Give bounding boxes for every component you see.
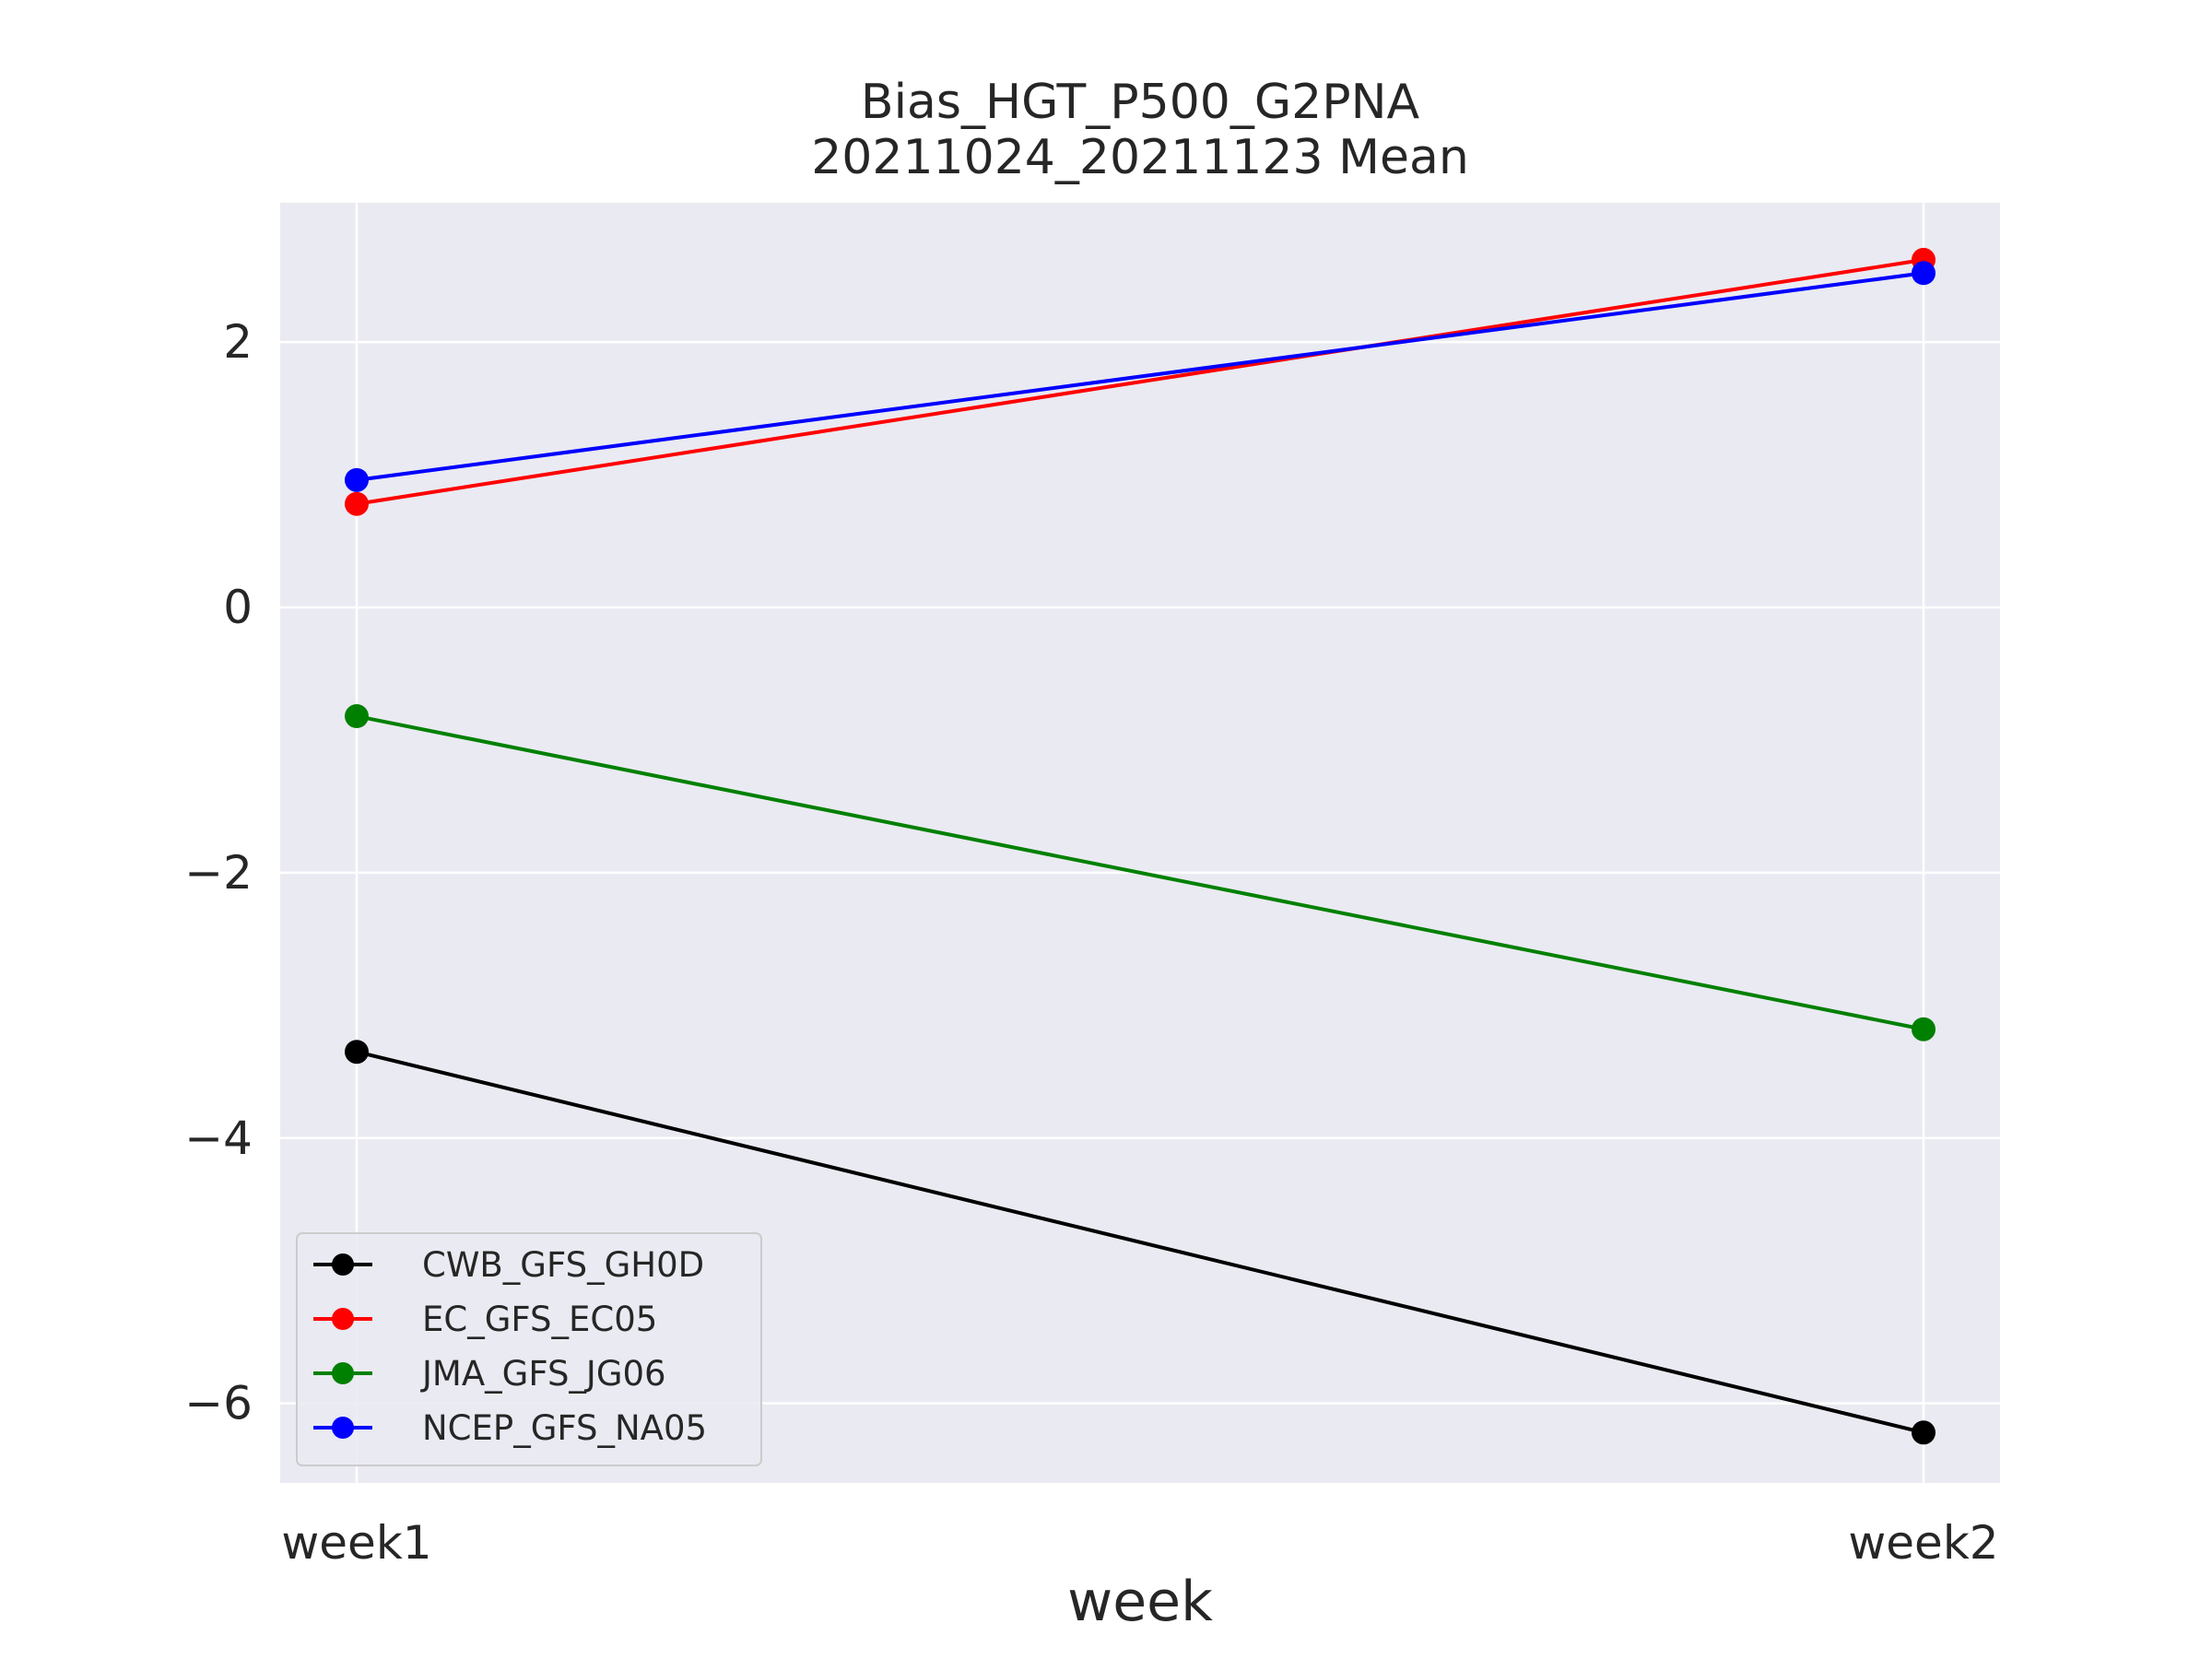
x-tick-label: week1: [281, 1516, 431, 1570]
chart-title: Bias_HGT_P500_G2PNA: [861, 75, 1420, 130]
data-point: [345, 491, 369, 516]
data-point: [345, 1040, 369, 1065]
legend-entry: CWB_GFS_GH0D: [422, 1245, 704, 1285]
legend-entry: JMA_GFS_JG06: [420, 1354, 666, 1394]
series-lines: [345, 247, 1936, 1445]
data-point: [1912, 1420, 1936, 1445]
x-tick-labels: week1 week2: [281, 1516, 1998, 1570]
series-line: [356, 714, 1924, 1031]
series-line: [356, 271, 1924, 482]
y-tick-label: 0: [223, 581, 253, 634]
x-axis-label: week: [1067, 1570, 1213, 1634]
data-point: [345, 704, 369, 729]
legend-entry: EC_GFS_EC05: [422, 1300, 657, 1339]
data-point: [1912, 261, 1936, 286]
y-tick-label: −6: [184, 1377, 253, 1430]
legend-entry: NCEP_GFS_NA05: [422, 1408, 707, 1448]
legend-swatch-marker: [332, 1253, 354, 1276]
data-point: [345, 467, 369, 492]
chart-subtitle: 20211024_20211123 Mean: [811, 130, 1469, 185]
x-tick-label: week2: [1848, 1516, 1998, 1570]
y-tick-label: −4: [184, 1112, 253, 1165]
legend-box: [296, 1232, 762, 1466]
data-point: [1912, 1017, 1936, 1041]
y-tick-label: 2: [223, 315, 253, 369]
legend-swatch-marker: [332, 1417, 354, 1439]
legend-swatch-marker: [332, 1362, 354, 1384]
series-line: [356, 257, 1924, 506]
y-tick-labels: 2 0 −2 −4 −6: [184, 315, 253, 1430]
legend: CWB_GFS_GH0D EC_GFS_EC05 JMA_GFS_JG06 NCEP_…: [296, 1232, 762, 1466]
legend-swatch-marker: [332, 1308, 354, 1330]
y-tick-label: −2: [184, 846, 253, 900]
series-line: [356, 1050, 1924, 1435]
